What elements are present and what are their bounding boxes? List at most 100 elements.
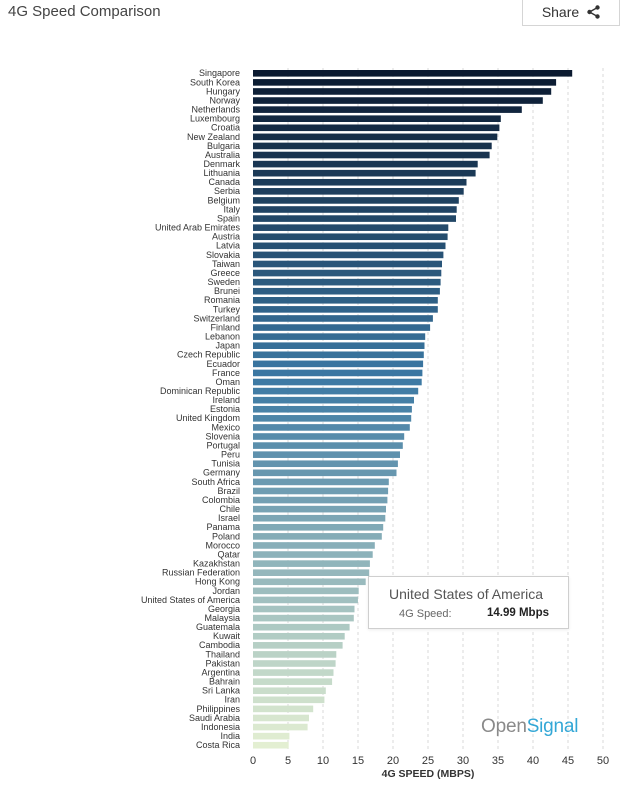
bar[interactable] bbox=[253, 133, 498, 141]
x-tick-label: 0 bbox=[250, 755, 256, 767]
bar[interactable] bbox=[253, 705, 314, 713]
bar[interactable] bbox=[253, 651, 337, 658]
category-label: Norway bbox=[209, 95, 240, 105]
bar[interactable] bbox=[253, 151, 490, 159]
bar[interactable] bbox=[253, 669, 334, 676]
bar[interactable] bbox=[253, 723, 308, 731]
bar[interactable] bbox=[253, 188, 464, 195]
bar[interactable] bbox=[253, 224, 449, 231]
bar[interactable] bbox=[253, 460, 398, 468]
bar[interactable] bbox=[253, 551, 373, 558]
share-button[interactable]: Share bbox=[522, 0, 620, 26]
category-label: Slovakia bbox=[206, 250, 240, 260]
bar[interactable] bbox=[253, 605, 355, 613]
bar[interactable] bbox=[253, 269, 442, 277]
bar[interactable] bbox=[253, 524, 384, 531]
bar[interactable] bbox=[253, 360, 424, 368]
bar[interactable] bbox=[253, 115, 501, 122]
bar[interactable] bbox=[253, 505, 386, 513]
bar[interactable] bbox=[253, 342, 425, 349]
bar[interactable] bbox=[253, 387, 419, 395]
bar[interactable] bbox=[253, 233, 448, 241]
category-label: Georgia bbox=[208, 604, 240, 614]
category-label: Mexico bbox=[211, 422, 240, 432]
bar[interactable] bbox=[253, 496, 388, 504]
bar[interactable] bbox=[253, 678, 333, 685]
bar[interactable] bbox=[253, 369, 423, 377]
bar[interactable] bbox=[253, 660, 336, 667]
bar[interactable] bbox=[253, 632, 345, 640]
bar[interactable] bbox=[253, 88, 552, 95]
bar[interactable] bbox=[253, 178, 467, 186]
category-label: United Arab Emirates bbox=[155, 223, 241, 233]
bar[interactable] bbox=[253, 415, 412, 422]
bar[interactable] bbox=[253, 260, 442, 268]
category-label: Panama bbox=[206, 522, 240, 532]
tooltip: United States of America 4G Speed: 14.99… bbox=[368, 576, 569, 629]
category-label: New Zealand bbox=[187, 132, 240, 142]
bar[interactable] bbox=[253, 396, 414, 404]
bar[interactable] bbox=[253, 106, 522, 113]
bar[interactable] bbox=[253, 696, 325, 704]
bar[interactable] bbox=[253, 424, 410, 431]
bar[interactable] bbox=[253, 206, 457, 213]
bar[interactable] bbox=[253, 351, 424, 359]
category-label: Dominican Republic bbox=[160, 386, 241, 396]
bar[interactable] bbox=[253, 469, 397, 477]
bar[interactable] bbox=[253, 79, 557, 86]
bar[interactable] bbox=[253, 324, 431, 331]
bar[interactable] bbox=[253, 569, 370, 576]
bar[interactable] bbox=[253, 596, 358, 604]
x-tick-label: 25 bbox=[422, 755, 434, 767]
bar[interactable] bbox=[253, 251, 444, 259]
bar[interactable] bbox=[253, 451, 400, 458]
bar[interactable] bbox=[253, 378, 422, 386]
bar[interactable] bbox=[253, 142, 492, 150]
bar[interactable] bbox=[253, 70, 573, 77]
x-tick-label: 30 bbox=[457, 755, 469, 767]
bar[interactable] bbox=[253, 242, 446, 250]
bar[interactable] bbox=[253, 287, 440, 295]
bar[interactable] bbox=[253, 169, 476, 177]
bar[interactable] bbox=[253, 306, 438, 313]
category-label: Lebanon bbox=[205, 332, 240, 342]
bar[interactable] bbox=[253, 714, 309, 722]
bar[interactable] bbox=[253, 687, 326, 695]
bar[interactable] bbox=[253, 642, 343, 649]
bar[interactable] bbox=[253, 732, 290, 740]
bar[interactable] bbox=[253, 315, 433, 322]
bar[interactable] bbox=[253, 405, 412, 413]
bar[interactable] bbox=[253, 560, 370, 567]
bar[interactable] bbox=[253, 614, 354, 622]
category-label: Romania bbox=[204, 295, 240, 305]
bar[interactable] bbox=[253, 215, 456, 222]
bar[interactable] bbox=[253, 623, 350, 631]
category-label: Luxembourg bbox=[190, 114, 240, 124]
bar[interactable] bbox=[253, 160, 478, 168]
bar[interactable] bbox=[253, 278, 441, 286]
category-label: Croatia bbox=[211, 123, 240, 133]
bar[interactable] bbox=[253, 478, 389, 486]
category-label: Turkey bbox=[213, 304, 241, 314]
category-label: Thailand bbox=[205, 649, 240, 659]
bar[interactable] bbox=[253, 197, 459, 204]
bar[interactable] bbox=[253, 442, 403, 449]
bar[interactable] bbox=[253, 514, 386, 522]
bar[interactable] bbox=[253, 533, 382, 540]
bar[interactable] bbox=[253, 578, 366, 586]
bar[interactable] bbox=[253, 741, 289, 749]
category-label: Malaysia bbox=[204, 613, 240, 623]
bar[interactable] bbox=[253, 124, 500, 132]
bar[interactable] bbox=[253, 433, 405, 440]
bar[interactable] bbox=[253, 297, 438, 304]
category-label: Austria bbox=[212, 232, 240, 242]
bar[interactable] bbox=[253, 587, 359, 595]
bar[interactable] bbox=[253, 97, 543, 104]
bar[interactable] bbox=[253, 542, 375, 549]
bar[interactable] bbox=[253, 333, 426, 340]
bar[interactable] bbox=[253, 487, 389, 495]
x-tick-label: 40 bbox=[527, 755, 539, 767]
category-label: Sweden bbox=[207, 277, 240, 287]
